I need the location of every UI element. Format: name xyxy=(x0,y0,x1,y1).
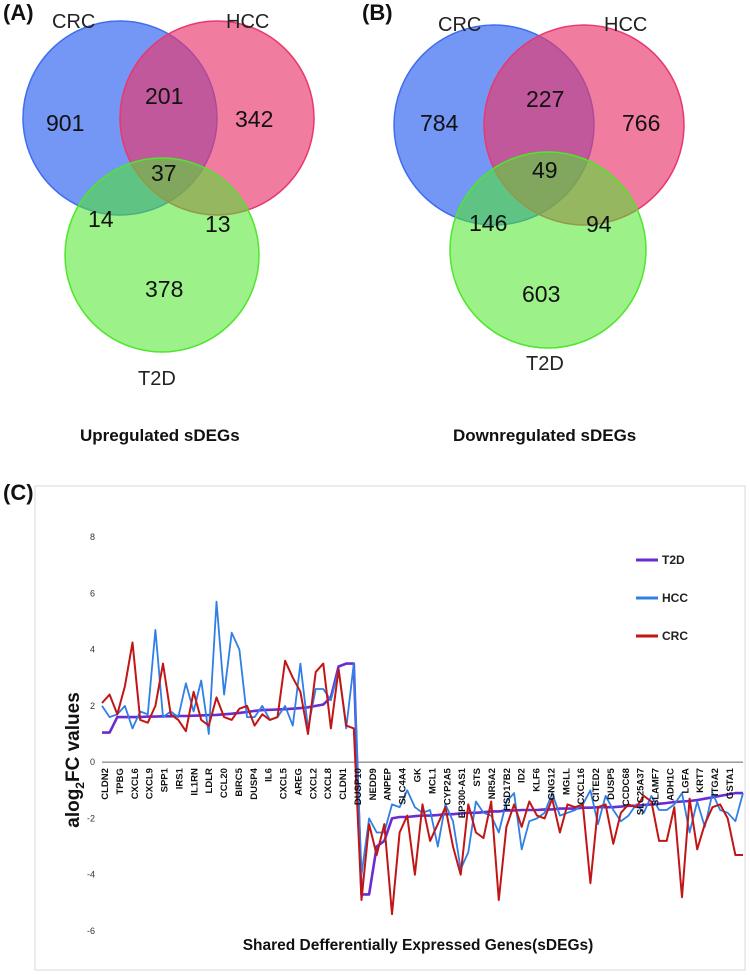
y-tick-label: -2 xyxy=(87,813,95,823)
gene-label: DUSP10 xyxy=(353,768,364,805)
gene-label: SLAMF7 xyxy=(651,768,662,806)
series-line-hcc xyxy=(101,600,744,876)
gene-label: GSTA1 xyxy=(725,767,736,799)
gene-label: GK xyxy=(413,768,424,782)
venn-up-count-t2d-only: 378 xyxy=(145,276,183,302)
gene-label: HSD17B2 xyxy=(502,768,513,811)
gene-label: SLC25A37 xyxy=(636,768,647,815)
venn-down: CRC HCC T2D 784 227 766 49 146 94 603 Do… xyxy=(393,14,685,445)
venn-down-count-hcc-only: 766 xyxy=(622,110,660,136)
gene-label: CXCL16 xyxy=(576,768,587,804)
venn-up-count-hcc-only: 342 xyxy=(235,106,273,132)
legend-label-t2d: T2D xyxy=(662,553,685,567)
legend-label-hcc: HCC xyxy=(662,591,688,605)
gene-label: EP300-AS1 xyxy=(457,767,468,818)
gene-label: CXCL6 xyxy=(130,768,141,799)
gene-label: ANPEP xyxy=(383,767,394,800)
y-tick-label: 4 xyxy=(90,645,95,655)
venn-down-count-t2d-only: 603 xyxy=(522,281,560,307)
gene-label: LGFA xyxy=(680,768,691,793)
y-tick-label: 6 xyxy=(90,588,95,598)
gene-label: KLF6 xyxy=(532,768,543,792)
y-tick-label: -6 xyxy=(87,926,95,936)
gene-label: TPBG xyxy=(115,768,126,794)
gene-label: CLDN1 xyxy=(338,767,349,799)
gene-label: ITGA2 xyxy=(710,768,721,796)
gene-label: SPP1 xyxy=(160,767,171,792)
y-tick-label: -4 xyxy=(87,870,95,880)
legend-label-crc: CRC xyxy=(662,629,688,643)
chart-series xyxy=(101,600,744,916)
gene-label: MCL1 xyxy=(427,767,438,794)
x-axis-title: Shared Defferentially Expressed Genes(sD… xyxy=(243,937,594,954)
gene-label: NR5A2 xyxy=(487,768,498,799)
venn-up-crc-label: CRC xyxy=(52,11,95,33)
chart-legend: T2D HCC CRC xyxy=(636,553,688,643)
venn-down-t2d-circle xyxy=(449,151,647,349)
y-tick-label: 0 xyxy=(90,757,95,767)
y-ticks: 8 6 4 2 0 -2 -4 -6 xyxy=(87,532,95,936)
gene-label: CXCL2 xyxy=(308,768,319,799)
gene-label: BIRC5 xyxy=(234,767,245,796)
gene-label: SLC4A4 xyxy=(398,767,409,804)
gene-label: CXCL9 xyxy=(145,768,156,799)
gene-label: CCL20 xyxy=(219,768,230,798)
venn-up-count-crc-t2d: 14 xyxy=(88,206,114,232)
venn-down-count-all: 49 xyxy=(532,157,558,183)
gene-label: CXCL5 xyxy=(279,767,290,799)
gene-label: ID2 xyxy=(517,768,528,783)
y-axis-title: alog2FC values xyxy=(63,692,87,828)
gene-label: CLDN2 xyxy=(100,768,111,800)
panel-label-c: (C) xyxy=(3,480,34,505)
venn-down-count-crc-hcc: 227 xyxy=(526,86,564,112)
venn-down-count-hcc-t2d: 94 xyxy=(586,211,612,237)
gene-label: CCDC68 xyxy=(621,768,632,806)
venn-up: CRC HCC T2D 901 201 342 37 14 13 378 Upr… xyxy=(22,11,315,445)
gene-label: STS xyxy=(472,768,483,786)
gene-label: NEDD9 xyxy=(368,768,379,800)
gene-label: IRS1 xyxy=(174,767,185,789)
venn-down-title: Downregulated sDEGs xyxy=(453,426,636,445)
gene-label: CYP2A5 xyxy=(442,767,453,805)
venn-up-title: Upregulated sDEGs xyxy=(80,426,240,445)
venn-up-t2d-circle xyxy=(64,157,260,353)
gene-label: KRT7 xyxy=(695,768,706,793)
venn-down-count-crc-only: 784 xyxy=(420,110,459,136)
gene-label: DUSP4 xyxy=(249,767,260,799)
gene-label: DUSP5 xyxy=(606,767,617,799)
gene-label: CITED2 xyxy=(591,768,602,802)
y-tick-label: 2 xyxy=(90,701,95,711)
gene-label: GNG12 xyxy=(546,768,557,800)
gene-label: MGLL xyxy=(561,768,572,795)
venn-up-count-crc-hcc: 201 xyxy=(145,83,183,109)
gene-label: IL1RN xyxy=(189,768,200,796)
gene-label: ADH1C xyxy=(666,768,677,801)
gene-label: CXCL8 xyxy=(323,768,334,799)
gene-label: LDLR xyxy=(204,768,215,793)
venn-down-count-crc-t2d: 146 xyxy=(469,210,507,236)
venn-up-hcc-label: HCC xyxy=(226,11,269,33)
venn-down-crc-label: CRC xyxy=(438,14,481,36)
gene-label: IL6 xyxy=(264,768,275,782)
venn-up-count-hcc-t2d: 13 xyxy=(205,211,231,237)
gene-labels: CLDN2 TPBG CXCL6 CXCL9 SPP1 IRS1 IL1RN LDLR CCL2… xyxy=(100,767,736,818)
gene-label: AREG xyxy=(294,768,305,795)
venn-up-count-crc-only: 901 xyxy=(46,110,84,136)
panel-label-b: (B) xyxy=(362,0,393,25)
venn-down-t2d-label: T2D xyxy=(526,353,564,375)
venn-up-t2d-label: T2D xyxy=(138,368,176,390)
venn-down-hcc-label: HCC xyxy=(604,14,647,36)
y-tick-label: 8 xyxy=(90,532,95,542)
chart-frame xyxy=(34,485,746,971)
panel-label-a: (A) xyxy=(3,0,34,25)
venn-up-count-all: 37 xyxy=(151,160,177,186)
series-line-crc xyxy=(101,641,743,916)
